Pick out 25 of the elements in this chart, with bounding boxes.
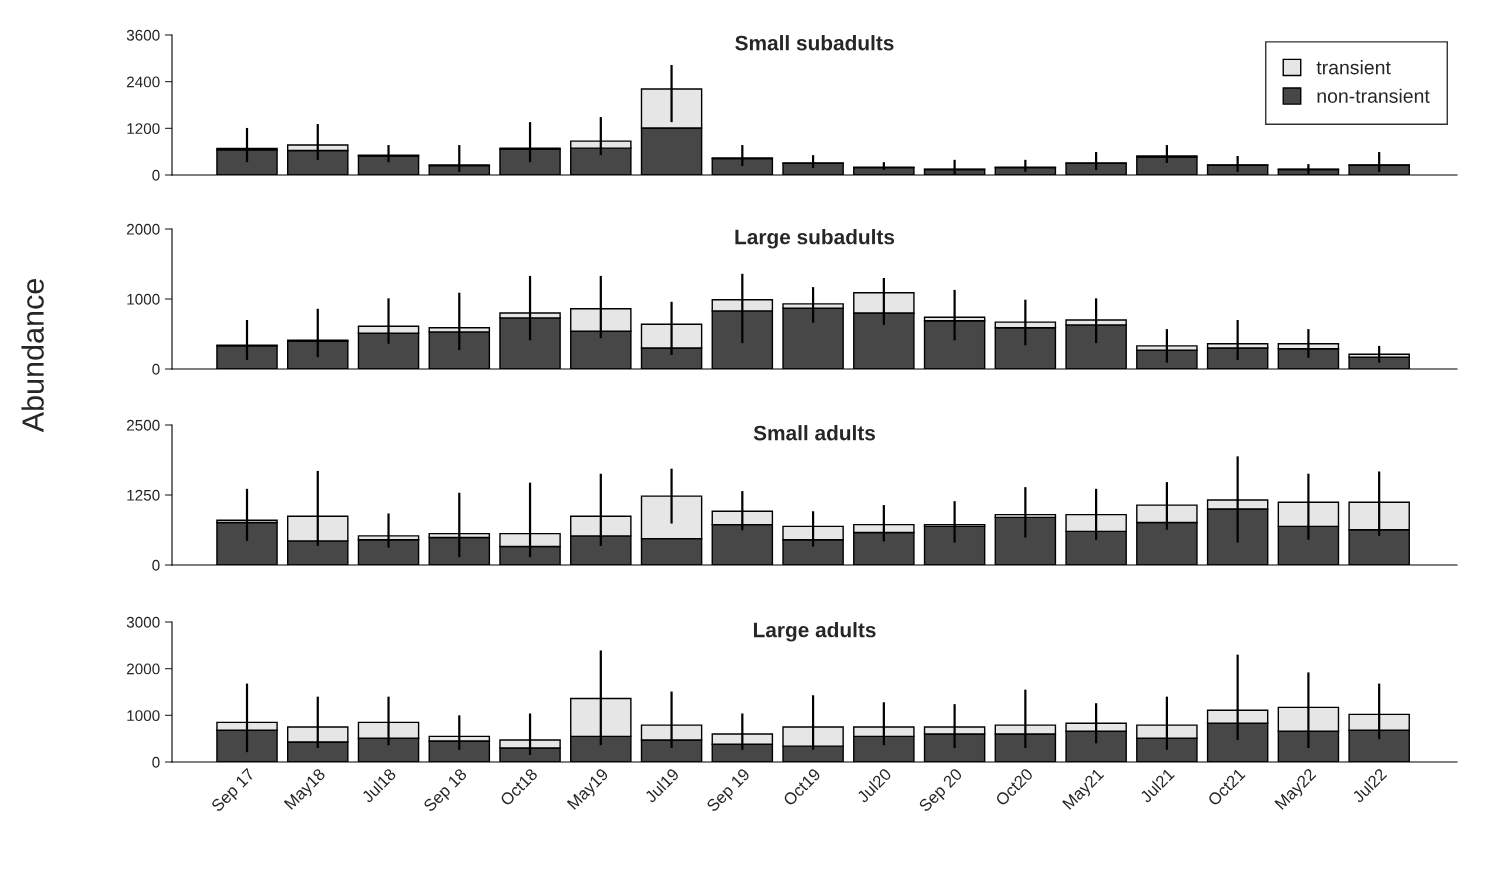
y-axis-title: Abundance bbox=[21, 279, 44, 433]
x-tick-label: Sep 19 bbox=[705, 767, 753, 815]
chart-title: Small subadults bbox=[735, 35, 894, 51]
y-tick-label: 2500 bbox=[126, 419, 160, 431]
y-tick-label: 1250 bbox=[127, 489, 160, 501]
y-tick-label: 2000 bbox=[126, 663, 160, 675]
x-tick-label: Sep 20 bbox=[918, 767, 966, 815]
y-tick-label: 0 bbox=[152, 559, 160, 571]
chart-title: Large subadults bbox=[735, 229, 895, 249]
y-tick-label: 3000 bbox=[126, 616, 160, 628]
y-tick-label: 1000 bbox=[127, 710, 160, 722]
y-tick-label: 0 bbox=[152, 756, 160, 768]
y-tick-label: 0 bbox=[152, 169, 160, 181]
chart-title: Large adults bbox=[753, 622, 876, 642]
y-tick-label: 0 bbox=[152, 363, 160, 375]
y-tick-label: 1200 bbox=[127, 123, 160, 135]
y-tick-label: 3600 bbox=[126, 29, 160, 41]
legend-label: non-transient bbox=[1317, 88, 1430, 103]
x-tick-label: Sep 18 bbox=[422, 767, 470, 815]
x-tick-label: Sep 17 bbox=[210, 767, 258, 815]
y-tick-label: 2400 bbox=[126, 76, 160, 88]
y-tick-label: 1000 bbox=[127, 293, 160, 305]
legend-label: transient bbox=[1316, 60, 1391, 75]
chart-title: Small adults bbox=[753, 425, 876, 441]
y-tick-label: 2000 bbox=[126, 223, 160, 235]
